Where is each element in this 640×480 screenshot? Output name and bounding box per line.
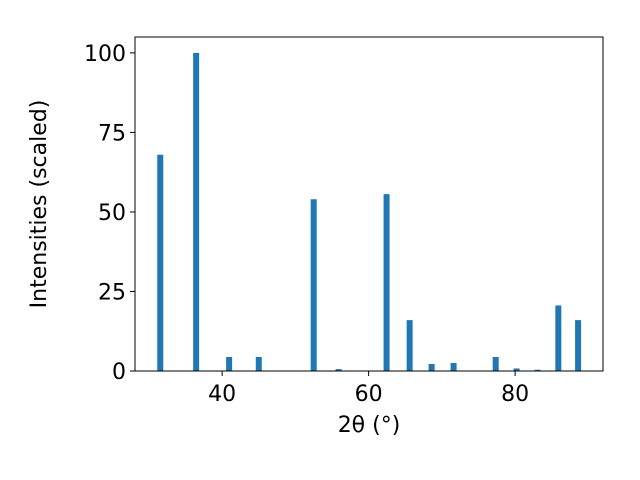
bar bbox=[492, 357, 499, 371]
y-tick-label: 50 bbox=[98, 201, 126, 226]
bar bbox=[255, 357, 262, 371]
bar bbox=[450, 363, 457, 371]
bar bbox=[310, 199, 317, 371]
bar bbox=[193, 52, 200, 372]
bar bbox=[157, 154, 164, 371]
bar bbox=[575, 320, 582, 371]
bar bbox=[335, 369, 342, 371]
plot-frame bbox=[134, 36, 604, 372]
y-axis-label: Intensities (scaled) bbox=[27, 100, 52, 309]
bar bbox=[513, 368, 520, 371]
x-tick-label: 80 bbox=[501, 382, 529, 407]
bar bbox=[534, 369, 541, 371]
bar bbox=[406, 320, 413, 371]
bar bbox=[428, 364, 435, 371]
y-tick-label: 100 bbox=[84, 42, 126, 67]
y-tick-label: 25 bbox=[98, 280, 126, 305]
x-tick-label: 40 bbox=[208, 382, 236, 407]
y-tick-label: 75 bbox=[98, 121, 126, 146]
bar bbox=[555, 305, 562, 371]
y-tick-label: 0 bbox=[112, 360, 126, 385]
x-axis-label: 2θ (°) bbox=[338, 413, 401, 438]
bar bbox=[383, 194, 390, 371]
bar bbox=[226, 357, 233, 371]
x-tick-label: 60 bbox=[355, 382, 383, 407]
